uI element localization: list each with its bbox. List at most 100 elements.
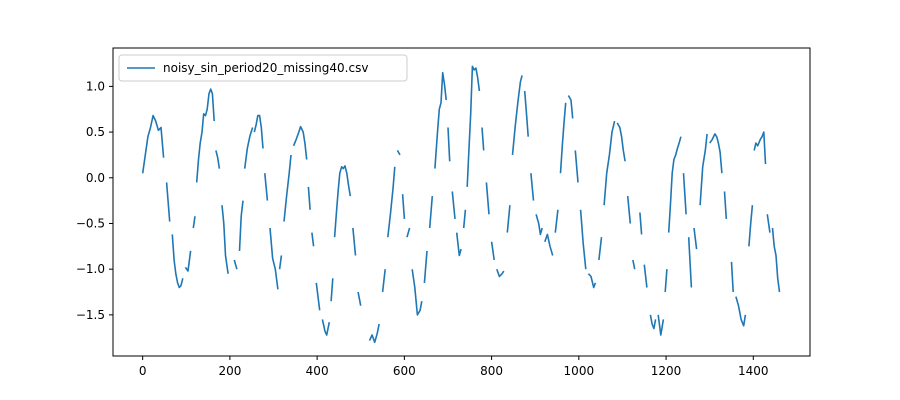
x-tick-label: 800	[480, 364, 503, 378]
series-line-segment	[506, 205, 511, 233]
series-line-segment	[574, 150, 579, 183]
series-line-segment	[693, 227, 698, 250]
series-line-segment	[253, 114, 264, 149]
y-axis: −1.5 −1.0 −0.5 0.0 0.5 1.0	[76, 79, 113, 322]
series-line-segment	[387, 166, 396, 238]
series-line-segment	[496, 268, 505, 278]
series-line-segment	[171, 234, 184, 289]
plot-frame	[112, 47, 811, 357]
series-line-segment	[771, 227, 781, 293]
series-line-segment	[598, 237, 603, 261]
series-line-segment	[682, 173, 687, 215]
y-tick-label: −1.5	[76, 308, 105, 322]
y-tick-label: 1.0	[86, 79, 105, 93]
series-line-segment	[523, 90, 529, 137]
series-line-segment	[283, 154, 292, 222]
series-line-segment	[559, 102, 567, 174]
legend: noisy_sin_period20_missing40.csv	[118, 54, 408, 82]
series-line-segment	[243, 127, 254, 169]
series-line-segment	[411, 269, 423, 316]
series-line-segment	[466, 65, 481, 187]
series-line-segment	[511, 75, 523, 155]
series-line-segment	[632, 259, 636, 270]
x-tick-label: 1000	[564, 364, 595, 378]
series-line-segment	[579, 209, 587, 270]
series-line-segment	[530, 173, 535, 201]
series-line-segment	[616, 122, 626, 162]
x-tick-label: 400	[306, 364, 329, 378]
series-line-segment	[434, 71, 447, 169]
series-line-segment	[195, 88, 215, 183]
x-tick-label: 600	[393, 364, 416, 378]
x-tick-label: 200	[218, 364, 241, 378]
series-line-segment	[664, 269, 668, 293]
series-line-segment	[292, 125, 308, 160]
series-line-segment	[639, 212, 643, 235]
series-line-segment	[333, 165, 352, 238]
series-line-segment	[603, 120, 616, 206]
series-line-segment	[264, 173, 269, 201]
series-line-segment	[269, 227, 279, 290]
series-line-segment	[311, 232, 315, 247]
legend-box	[118, 54, 408, 82]
series-line-segment	[278, 255, 283, 270]
series-line-segment	[357, 291, 362, 306]
series-layer	[141, 65, 781, 344]
series-line-segment	[330, 278, 334, 302]
series-line-segment	[215, 150, 221, 169]
series-line-segment	[657, 314, 665, 336]
series-line-segment	[238, 200, 244, 251]
series-line-segment	[396, 149, 401, 156]
series-line-segment	[447, 127, 451, 162]
y-tick-label: −1.0	[76, 262, 105, 276]
series-line-segment	[554, 209, 559, 233]
series-line-segment	[730, 261, 734, 293]
series-line-segment	[748, 205, 754, 247]
series-line-segment	[667, 136, 682, 233]
series-line-segment	[192, 216, 196, 229]
series-line-segment	[626, 196, 632, 224]
x-tick-label: 1200	[651, 364, 682, 378]
series-line-segment	[423, 250, 428, 283]
series-line-segment	[455, 232, 462, 257]
series-line-segment	[165, 182, 171, 222]
series-line-segment	[709, 133, 723, 174]
x-tick-label: 0	[139, 364, 147, 378]
series-0	[141, 65, 781, 344]
series-line-segment	[481, 127, 485, 151]
y-tick-label: −0.5	[76, 216, 105, 230]
series-line-segment	[490, 241, 495, 261]
series-line-segment	[462, 209, 467, 229]
series-line-segment	[307, 186, 311, 210]
series-line-segment	[587, 273, 597, 289]
x-tick-label: 1400	[738, 364, 769, 378]
x-axis: 0 200 400 600 800 1000 1200 1400	[139, 356, 769, 378]
series-line-segment	[485, 182, 490, 215]
series-line-segment	[544, 233, 554, 256]
series-line-segment	[368, 323, 380, 344]
series-line-segment	[643, 264, 648, 288]
series-line-segment	[535, 214, 543, 236]
series-line-segment	[567, 95, 574, 119]
series-line-segment	[233, 259, 238, 270]
y-tick-label: 0.0	[86, 171, 105, 185]
series-line-segment	[451, 191, 456, 219]
y-tick-label: 0.5	[86, 125, 105, 139]
series-line-segment	[735, 296, 747, 327]
series-line-segment	[699, 133, 708, 206]
legend-label: noisy_sin_period20_missing40.csv	[163, 61, 368, 75]
series-line-segment	[723, 191, 728, 219]
series-line-segment	[352, 227, 357, 256]
series-line-segment	[184, 250, 192, 272]
series-line-segment	[315, 282, 321, 311]
series-line-segment	[401, 194, 406, 219]
series-line-segment	[766, 214, 771, 233]
series-line-segment	[649, 314, 657, 330]
series-line-segment	[221, 205, 229, 274]
series-line-segment	[321, 319, 331, 336]
series-line-segment	[687, 237, 693, 288]
series-line-segment	[428, 196, 434, 229]
series-line-segment	[406, 227, 411, 238]
